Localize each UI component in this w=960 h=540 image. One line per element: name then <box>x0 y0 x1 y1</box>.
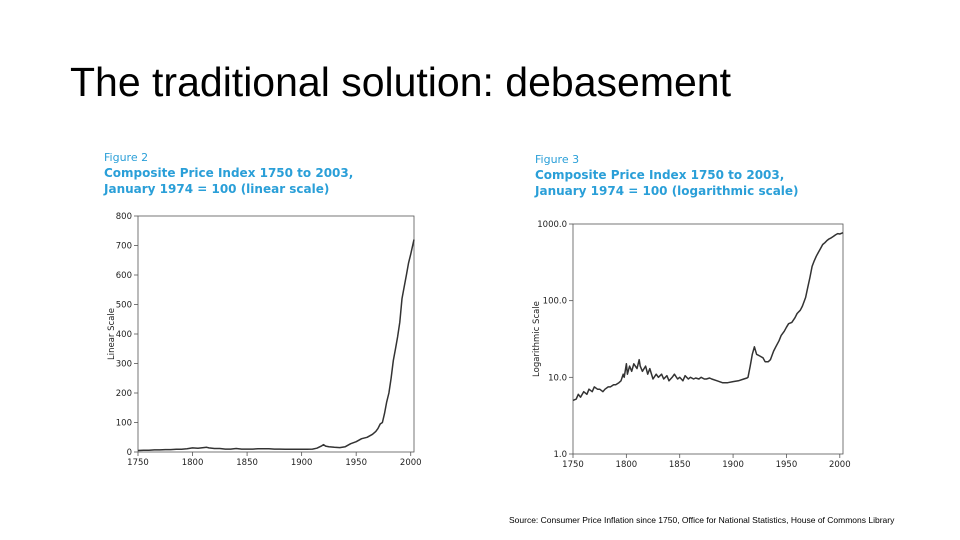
linear-y-tick-label: 500 <box>116 301 132 311</box>
figure-2-label: Figure 2 <box>104 151 149 164</box>
linear-series-line <box>137 239 415 452</box>
log-x-tick-label: 1750 <box>562 460 584 470</box>
linear-y-tick-label: 400 <box>116 330 132 340</box>
log-y-tick-label: 100.0 <box>543 297 567 307</box>
figure-2-title-line1: Composite Price Index 1750 to 2003, <box>104 166 354 180</box>
slide-title: The traditional solution: debasement <box>70 59 731 105</box>
linear-x-tick-label: 2000 <box>400 458 422 468</box>
log-x-tick-label: 1850 <box>669 460 691 470</box>
figure-3-title-line1: Composite Price Index 1750 to 2003, <box>535 168 785 182</box>
log-x-tick-label: 2000 <box>829 460 851 470</box>
source-note: Source: Consumer Price Inflation since 1… <box>509 515 895 525</box>
log-series-line <box>572 232 844 402</box>
log-y-tick-label: 10.0 <box>548 373 567 383</box>
linear-x-tick-label: 1800 <box>182 458 204 468</box>
linear-y-tick-label: 0 <box>127 448 132 458</box>
linear-y-tick-label: 300 <box>116 360 132 370</box>
linear-x-tick-label: 1850 <box>236 458 258 468</box>
figure-3-label: Figure 3 <box>535 153 580 166</box>
linear-x-tick-label: 1950 <box>345 458 367 468</box>
log-plot-frame <box>572 223 844 455</box>
linear-y-tick-label: 800 <box>116 212 132 222</box>
log-x-tick-label: 1900 <box>722 460 744 470</box>
log-y-tick-label: 1.0 <box>553 450 567 460</box>
linear-y-tick-label: 700 <box>116 242 132 252</box>
figure-2-title-line2: January 1974 = 100 (linear scale) <box>104 182 330 196</box>
log-y-axis-label: Logarithmic Scale <box>532 301 542 377</box>
linear-y-tick-label: 100 <box>116 419 132 429</box>
linear-x-tick-label: 1750 <box>127 458 149 468</box>
linear-y-tick-label: 200 <box>116 389 132 399</box>
linear-y-tick-label: 600 <box>116 271 132 281</box>
linear-y-axis-label: Linear Scale <box>107 308 117 360</box>
figure-2-caption: Figure 2 Composite Price Index 1750 to 2… <box>104 151 353 197</box>
log-y-tick-label: 1000.0 <box>537 220 567 230</box>
log-x-tick-label: 1800 <box>616 460 638 470</box>
log-x-tick-label: 1950 <box>776 460 798 470</box>
linear-x-tick-label: 1900 <box>291 458 313 468</box>
figure-3-caption: Figure 3 Composite Price Index 1750 to 2… <box>535 153 799 199</box>
figure-3-title-line2: January 1974 = 100 (logarithmic scale) <box>535 184 799 198</box>
